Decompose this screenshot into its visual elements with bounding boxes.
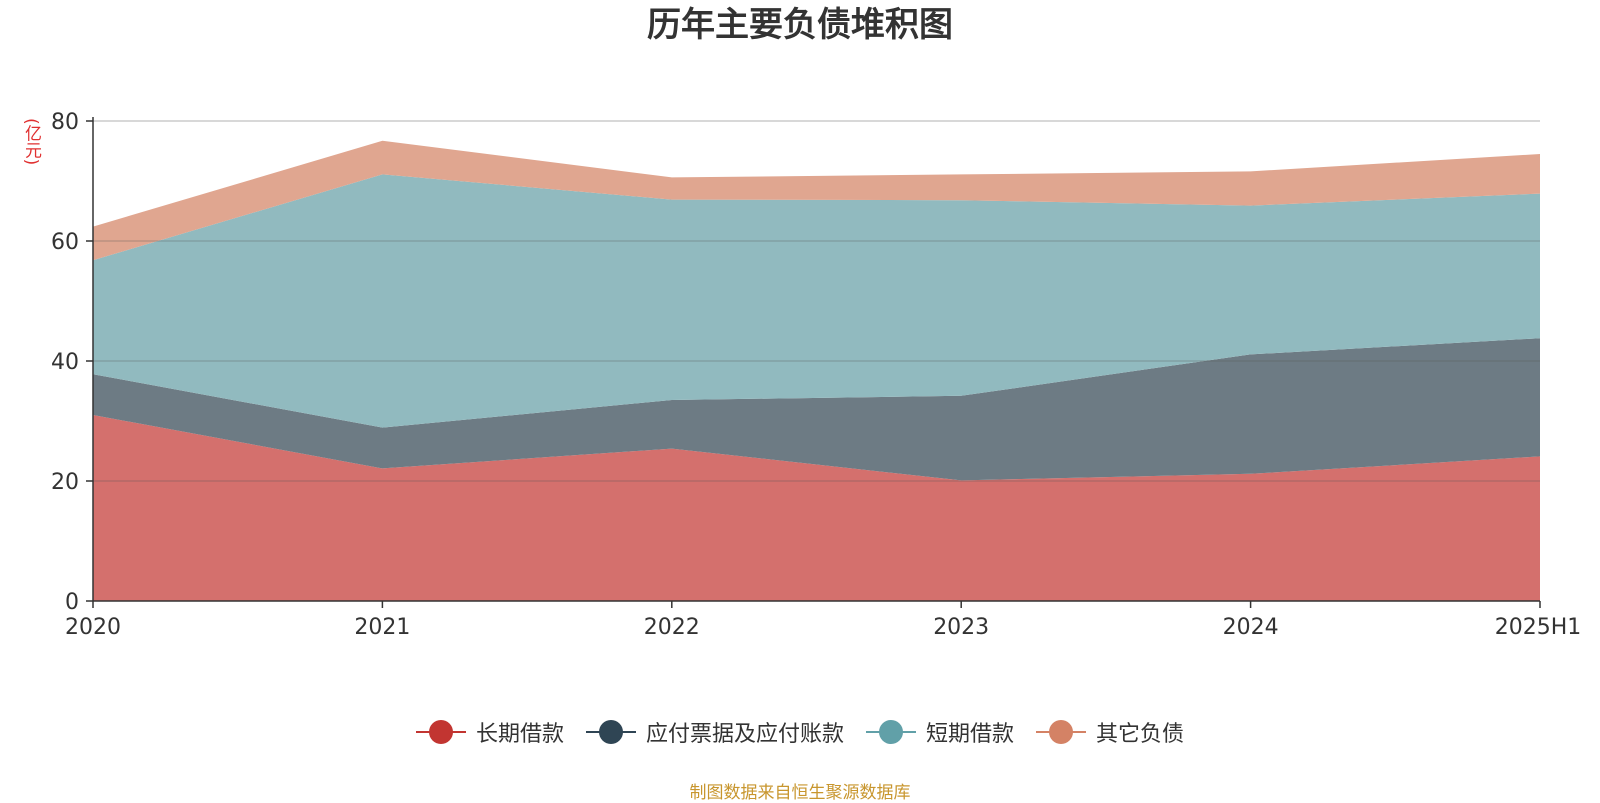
legend-item-4[interactable]: 其它负债	[1036, 716, 1184, 748]
y-tick-label: 0	[65, 590, 79, 615]
source-note: 制图数据来自恒生聚源数据库	[689, 783, 911, 803]
chart-title: 历年主要负债堆积图	[647, 5, 953, 45]
area-series-1	[93, 415, 1540, 601]
area-layer	[93, 140, 1540, 601]
legend-marker-icon	[415, 719, 466, 745]
x-tick-label: 2021	[354, 615, 410, 640]
grid-layer	[93, 120, 1540, 482]
legend-item-2[interactable]: 应付票据及应付账款	[585, 716, 844, 748]
y-tick-label: 60	[51, 230, 79, 255]
legend-marker-icon	[866, 719, 916, 745]
legend-item-3[interactable]: 短期借款	[866, 716, 1014, 748]
area-series-4	[93, 140, 1540, 261]
x-tick-label: 2024	[1223, 615, 1279, 640]
y-axis-unit-label: (亿元)	[21, 118, 41, 166]
x-tick-label: 2025H1	[1495, 615, 1582, 640]
legend-label: 短期借款	[926, 722, 1015, 747]
area-series-2	[93, 338, 1540, 481]
legend: 长期借款 应付票据及应付账款 短期借款 其它负债	[0, 716, 1600, 748]
x-tick-label: 2020	[65, 615, 121, 640]
chart-plot: 0 20 40 60 80 2020 2021 2022 2023 2024 2025H1	[51, 110, 1581, 640]
legend-label: 其它负债	[1096, 722, 1185, 747]
axis-layer: 0 20 40 60 80 2020 2021 2022 2023 2024 2025H1	[51, 110, 1581, 640]
y-tick-label: 40	[51, 350, 79, 375]
legend-marker-icon	[585, 719, 636, 745]
area-series-3	[93, 174, 1540, 428]
legend-label: 长期借款	[475, 722, 564, 747]
y-tick-label: 20	[51, 470, 79, 495]
x-tick-label: 2023	[933, 615, 989, 640]
y-tick-label: 80	[51, 110, 79, 135]
x-tick-label: 2022	[644, 615, 700, 640]
legend-item-1[interactable]: 长期借款	[415, 716, 564, 748]
legend-label: 应付票据及应付账款	[645, 722, 844, 747]
legend-marker-icon	[1036, 719, 1087, 745]
